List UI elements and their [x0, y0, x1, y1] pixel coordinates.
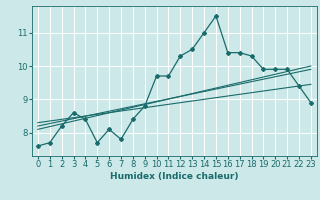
X-axis label: Humidex (Indice chaleur): Humidex (Indice chaleur) — [110, 172, 239, 181]
